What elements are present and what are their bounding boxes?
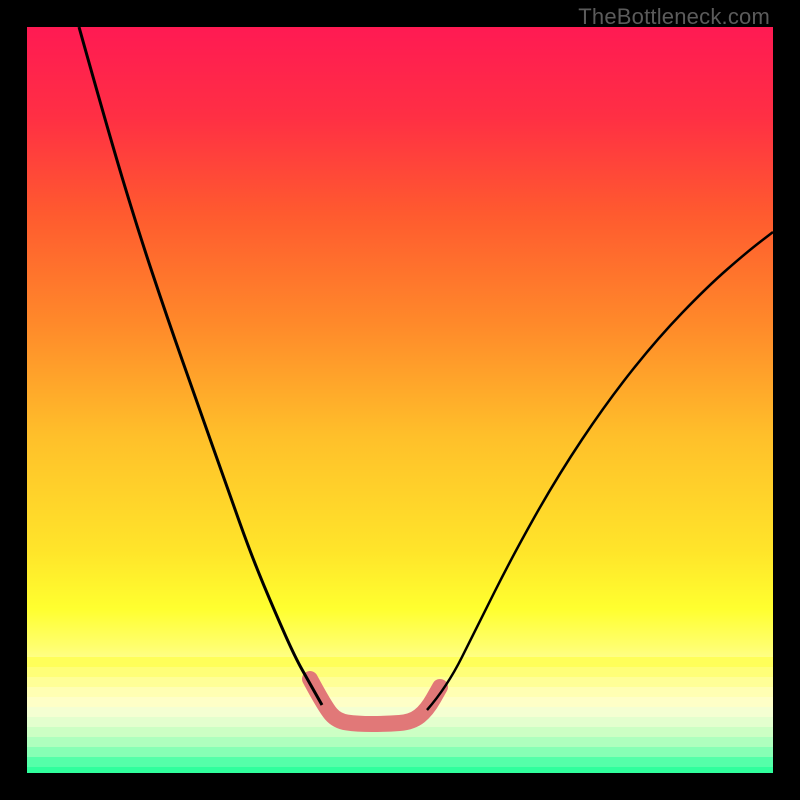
chart-frame: TheBottleneck.com bbox=[0, 0, 800, 800]
flat-segment-marker bbox=[310, 679, 440, 724]
plot-area bbox=[27, 27, 773, 773]
right-curve-line bbox=[427, 232, 773, 710]
curve-layer bbox=[27, 27, 773, 773]
left-curve-line bbox=[79, 27, 322, 705]
